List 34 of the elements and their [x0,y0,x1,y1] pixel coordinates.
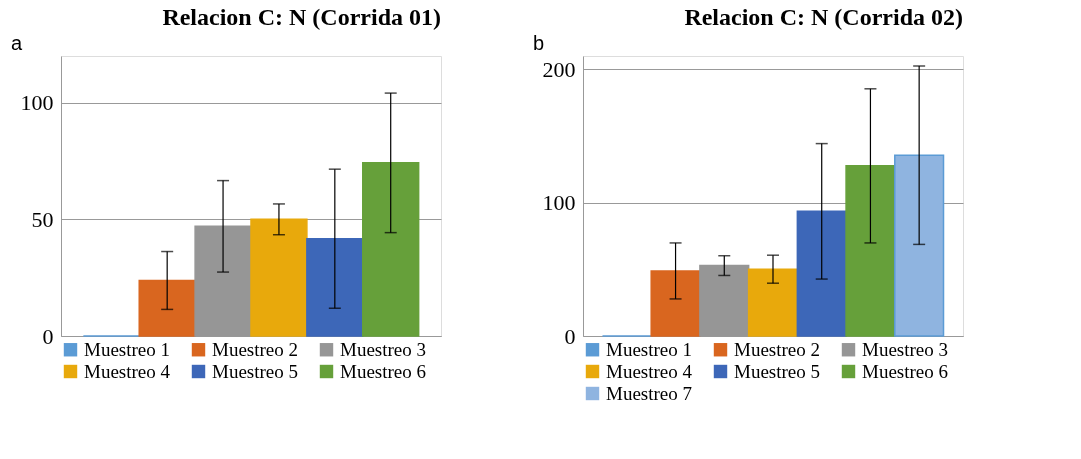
legend-label: Muestreo 2 [734,338,821,360]
legend-label: Muestreo 4 [84,360,171,382]
chart-title: Relacion C: N (Corrida 02) [684,4,963,30]
legend-label: Muestreo 1 [84,338,171,360]
legend-label: Muestreo 1 [606,338,693,360]
bar [250,218,308,337]
chart-title: Relacion C: N (Corrida 01) [162,4,441,30]
bar [194,225,252,337]
bar [796,210,847,337]
bar [362,162,420,337]
bar [699,264,750,337]
legend-label: Muestreo 3 [862,338,949,360]
bar [747,268,799,337]
y-tick-label: 100 [20,90,54,116]
legend-label: Muestreo 2 [212,338,299,360]
legend-label: Muestreo 5 [734,360,821,382]
y-tick-label: 0 [564,323,576,349]
legend-label: Muestreo 3 [340,338,427,360]
text: b [533,32,545,54]
bar [306,237,364,337]
bar [894,154,945,337]
legend-label: Muestreo 7 [606,382,693,404]
y-tick-label: 100 [542,190,576,216]
legend-label: Muestreo 6 [862,360,949,382]
y-tick-label: 200 [542,56,576,82]
y-tick-label: 0 [42,323,54,349]
text: a [11,32,23,54]
bar [650,270,701,337]
legend-label: Muestreo 4 [606,360,693,382]
legend-label: Muestreo 6 [340,360,427,382]
y-tick-label: 50 [31,206,54,232]
bar [138,279,196,337]
legend-label: Muestreo 5 [212,360,299,382]
bar [845,165,896,337]
